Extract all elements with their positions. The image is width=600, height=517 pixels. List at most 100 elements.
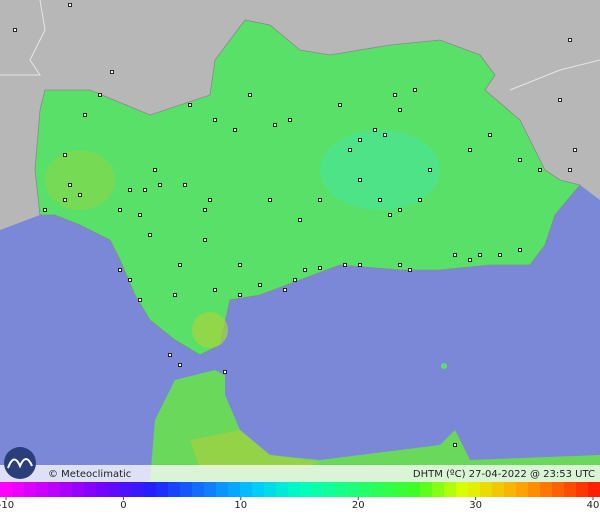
color-cell xyxy=(240,482,253,497)
color-cell xyxy=(0,482,13,497)
station xyxy=(268,198,272,202)
station xyxy=(393,93,397,97)
color-cell xyxy=(84,482,97,497)
station xyxy=(223,370,227,374)
color-cell xyxy=(444,482,457,497)
station xyxy=(468,258,472,262)
station xyxy=(488,133,492,137)
station xyxy=(373,128,377,132)
station xyxy=(378,198,382,202)
color-cell xyxy=(96,482,109,497)
station xyxy=(68,3,72,7)
tick-label: 20 xyxy=(352,500,365,511)
color-cell xyxy=(360,482,373,497)
color-cell xyxy=(180,482,193,497)
station xyxy=(213,288,217,292)
station xyxy=(128,188,132,192)
color-cell xyxy=(72,482,85,497)
station xyxy=(298,218,302,222)
station xyxy=(398,263,402,267)
tick-label: 10 xyxy=(234,500,247,511)
color-cell xyxy=(108,482,121,497)
color-cell xyxy=(312,482,325,497)
station xyxy=(303,268,307,272)
station xyxy=(98,93,102,97)
station xyxy=(348,148,352,152)
station xyxy=(568,38,572,42)
logo xyxy=(4,447,36,479)
station xyxy=(453,253,457,257)
station xyxy=(338,103,342,107)
color-cell xyxy=(36,482,49,497)
station xyxy=(208,198,212,202)
station xyxy=(110,70,114,74)
station xyxy=(293,278,297,282)
station xyxy=(43,208,47,212)
station xyxy=(468,148,472,152)
color-cell xyxy=(528,482,541,497)
color-cell xyxy=(432,482,445,497)
station xyxy=(318,266,322,270)
station xyxy=(78,193,82,197)
station xyxy=(138,298,142,302)
tick-label: 30 xyxy=(469,500,482,511)
color-cell xyxy=(480,482,493,497)
border xyxy=(509,59,600,91)
island xyxy=(441,363,447,369)
station xyxy=(213,118,217,122)
caption-bar xyxy=(0,465,600,482)
station xyxy=(83,113,87,117)
color-cell xyxy=(156,482,169,497)
color-cell xyxy=(12,482,25,497)
station xyxy=(178,263,182,267)
color-cell xyxy=(468,482,481,497)
station xyxy=(498,253,502,257)
station xyxy=(183,183,187,187)
color-cell xyxy=(456,482,469,497)
station xyxy=(408,268,412,272)
color-cell xyxy=(216,482,229,497)
station xyxy=(283,288,287,292)
warm-zone xyxy=(45,150,115,210)
stations xyxy=(13,3,577,447)
station xyxy=(318,198,322,202)
station xyxy=(143,188,147,192)
station xyxy=(153,168,157,172)
color-cell xyxy=(372,482,385,497)
station xyxy=(128,278,132,282)
station xyxy=(358,138,362,142)
color-cell xyxy=(252,482,265,497)
border xyxy=(0,0,46,76)
station xyxy=(63,198,67,202)
caption: DHTM (ºC) 27-04-2022 @ 23:53 UTC xyxy=(413,469,595,480)
station xyxy=(288,118,292,122)
color-cell xyxy=(228,482,241,497)
tick-label: 0 xyxy=(120,500,126,511)
station xyxy=(158,183,162,187)
color-bar: -10 0 10 20 30 40 xyxy=(0,482,600,511)
station xyxy=(358,178,362,182)
station xyxy=(388,213,392,217)
station xyxy=(383,133,387,137)
station xyxy=(418,198,422,202)
andalusia xyxy=(34,19,581,356)
color-cell xyxy=(540,482,553,497)
station xyxy=(428,168,432,172)
spain-portugal xyxy=(0,0,600,230)
color-cell xyxy=(144,482,157,497)
station xyxy=(398,108,402,112)
color-cell xyxy=(204,482,217,497)
color-cell xyxy=(348,482,361,497)
color-cell xyxy=(264,482,277,497)
cool-zone xyxy=(320,130,440,210)
station xyxy=(518,158,522,162)
tick-label: 40 xyxy=(587,500,600,511)
tick-label: -10 xyxy=(0,500,14,511)
station xyxy=(518,248,522,252)
color-cell xyxy=(48,482,61,497)
color-cell xyxy=(492,482,505,497)
color-cell xyxy=(576,482,589,497)
color-cell xyxy=(300,482,313,497)
